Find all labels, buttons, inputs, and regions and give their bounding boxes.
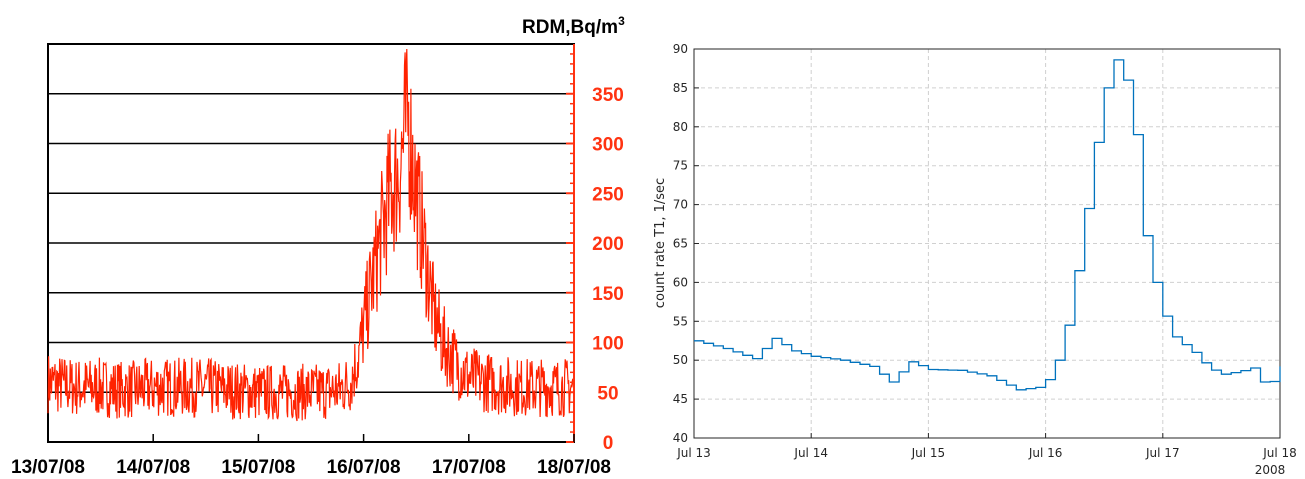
count-rate-series-line bbox=[694, 59, 1281, 391]
count-rate-x-tick-label: Jul 13 bbox=[676, 446, 711, 460]
radon-x-ticks: 13/07/08 14/07/08 15/07/08 16/07/08 17/07/08… bbox=[11, 434, 611, 478]
count-rate-grid bbox=[694, 49, 1280, 438]
radon-chart: 0 50 100 150 200 250 300 350 13/07/08 14/07/08 15… bbox=[11, 14, 625, 478]
count-rate-y-tick-label: 50 bbox=[673, 353, 688, 367]
count-rate-x-tick-label: Jul 15 bbox=[911, 446, 946, 460]
radon-y-tick-label: 0 bbox=[603, 433, 614, 454]
count-rate-y-tick-label: 90 bbox=[673, 42, 688, 56]
radon-x-tick-label: 17/07/08 bbox=[432, 457, 506, 478]
radon-y-axis-title: RDM,Bq/m3 bbox=[522, 14, 625, 38]
count-rate-y-tick-label: 55 bbox=[673, 314, 688, 328]
count-rate-year-label: 2008 bbox=[1255, 463, 1286, 477]
radon-y-tick-label: 50 bbox=[597, 383, 618, 404]
count-rate-y-tick-label: 70 bbox=[673, 198, 688, 212]
count-rate-x-ticks: Jul 13 Jul 14 Jul 15 Jul 16 Jul 17 Jul 18 bbox=[676, 433, 1297, 460]
count-rate-x-tick-label: Jul 18 bbox=[1262, 446, 1297, 460]
radon-minor-ticks bbox=[570, 53, 574, 433]
radon-y-tick-label: 200 bbox=[592, 234, 624, 255]
count-rate-x-tick-label: Jul 17 bbox=[1145, 446, 1180, 460]
radon-x-tick-label: 18/07/08 bbox=[537, 457, 611, 478]
radon-x-tick-label: 13/07/08 bbox=[11, 457, 85, 478]
radon-series-line bbox=[47, 48, 575, 422]
radon-x-tick-label: 15/07/08 bbox=[221, 457, 295, 478]
count-rate-y-tick-label: 45 bbox=[673, 392, 688, 406]
radon-y-ticks: 0 50 100 150 200 250 300 350 bbox=[566, 85, 624, 454]
radon-y-tick-label: 100 bbox=[592, 334, 624, 355]
count-rate-y-tick-label: 60 bbox=[673, 275, 688, 289]
radon-y-tick-label: 250 bbox=[592, 184, 624, 205]
count-rate-y-tick-label: 75 bbox=[673, 159, 688, 173]
count-rate-y-tick-label: 80 bbox=[673, 120, 688, 134]
radon-x-tick-label: 16/07/08 bbox=[327, 457, 401, 478]
radon-y-tick-label: 350 bbox=[592, 85, 624, 106]
count-rate-y-ticks: 40 45 50 55 60 65 70 75 80 85 90 bbox=[673, 42, 699, 445]
count-rate-x-tick-label: Jul 14 bbox=[793, 446, 828, 460]
radon-x-tick-label: 14/07/08 bbox=[116, 457, 190, 478]
radon-grid bbox=[48, 92, 574, 394]
radon-y-tick-label: 150 bbox=[592, 284, 624, 305]
count-rate-y-tick-label: 65 bbox=[673, 237, 688, 251]
count-rate-x-tick-label: Jul 16 bbox=[1028, 446, 1063, 460]
count-rate-y-axis-title: count rate T1, 1/sec bbox=[653, 178, 668, 308]
count-rate-y-tick-label: 85 bbox=[673, 81, 688, 95]
radon-y-tick-label: 300 bbox=[592, 135, 624, 156]
count-rate-y-tick-label: 40 bbox=[673, 431, 688, 445]
